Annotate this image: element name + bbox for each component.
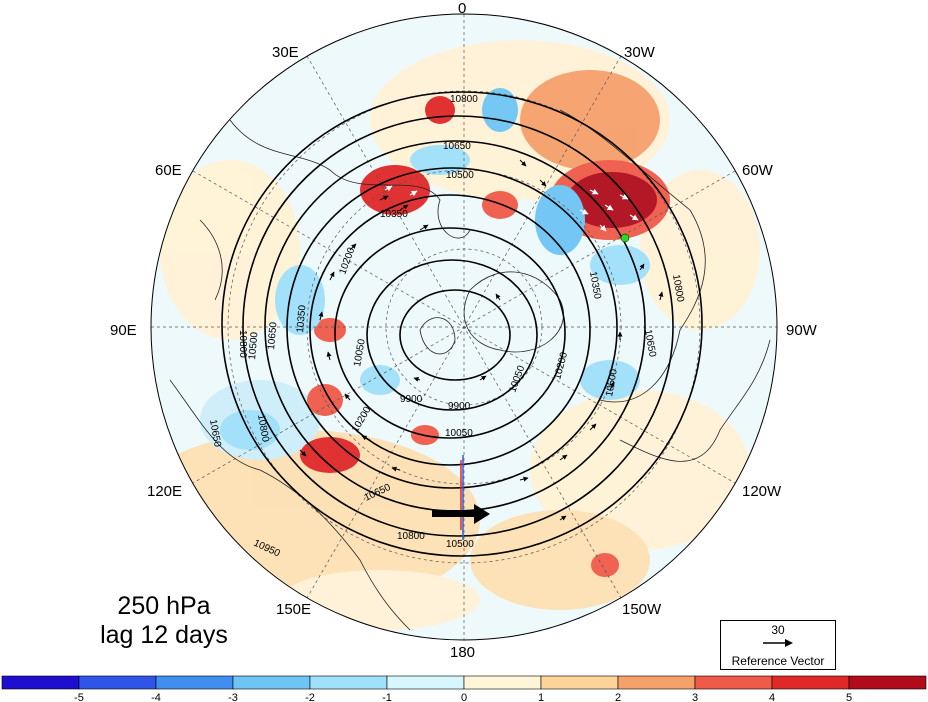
lon-label-150e: 150E <box>276 601 311 618</box>
colorbar-tick-label: 4 <box>769 692 775 702</box>
large-wind-vector <box>432 504 490 524</box>
lon-label-120e: 120E <box>147 483 182 500</box>
colorbar-swatch <box>78 675 157 690</box>
colorbar-swatch <box>617 675 696 690</box>
lon-label-90e: 90E <box>110 322 137 339</box>
contour-label: 10350 <box>587 271 603 301</box>
contour-label-group: 10800 10650 10500 10350 10200 10050 9900… <box>207 94 686 560</box>
contour-label: 10650 <box>443 141 471 152</box>
contour-label: 10500 <box>247 331 260 360</box>
contour-label: 10800 <box>397 531 425 542</box>
contour-label: 9900 <box>448 401 471 412</box>
colorbar-swatch <box>848 675 927 690</box>
colorbar-tick-label: -5 <box>74 692 84 702</box>
colorbar-swatch <box>1 675 80 690</box>
colorbar: -5 -4 -3 -2 -1 0 1 2 3 4 5 <box>1 675 927 702</box>
contour-label: 10800 <box>237 330 248 358</box>
colorbar-swatch <box>540 675 619 690</box>
colorbar-tick-label: 3 <box>692 692 698 702</box>
contour-label: 10800 <box>255 414 271 444</box>
colorbar-tick-label: 5 <box>846 692 852 702</box>
lon-label-60w: 60W <box>742 162 774 179</box>
lon-label-30e: 30E <box>272 44 299 61</box>
colorbar-swatch <box>232 675 311 690</box>
contour-label: 10350 <box>295 304 308 333</box>
lon-label-120w: 120W <box>742 483 782 500</box>
map-boundary <box>150 13 778 641</box>
colorbar-swatch <box>386 675 465 690</box>
contour-label: 10650 <box>642 329 658 359</box>
colorbar-swatch <box>463 675 542 690</box>
contour-label: 10500 <box>446 539 474 550</box>
contour-label: 10500 <box>604 368 620 398</box>
lon-label-30w: 30W <box>624 44 656 61</box>
contour-label: 10050 <box>352 338 368 368</box>
lon-label-0: 0 <box>458 0 466 17</box>
colorbar-swatch <box>771 675 850 690</box>
wind-vectors <box>299 159 664 521</box>
longitude-labels: 0 30W 60W 90W 120W 150W 180 150E 120E 90… <box>110 0 818 661</box>
lon-label-150w: 150W <box>622 601 662 618</box>
reference-vector-value: 30 <box>771 623 785 637</box>
reference-arrow-icon <box>763 639 793 647</box>
pressure-level-label: 250 hPa <box>117 592 211 620</box>
contour-label: 10800 <box>450 94 478 105</box>
plot-caption: 250 hPa lag 12 days <box>74 592 254 650</box>
colorbar-tick-label: -4 <box>151 692 161 702</box>
reference-vector-box: 30 Reference Vector <box>720 620 836 670</box>
colorbar-swatch <box>694 675 773 690</box>
contour-label: 10500 <box>446 170 474 181</box>
wind-vectors-white <box>384 185 639 232</box>
contour-label: 10350 <box>380 209 408 220</box>
contour-label: 10650 <box>207 419 223 449</box>
lon-label-60e: 60E <box>155 162 182 179</box>
lon-label-90w: 90W <box>786 322 818 339</box>
reference-vector-label: Reference Vector <box>731 654 825 668</box>
contour-label: 9900 <box>400 394 423 405</box>
contour-label: 10050 <box>445 428 473 439</box>
height-contours <box>221 91 703 557</box>
colorbar-tick-label: -3 <box>228 692 238 702</box>
lon-label-180: 180 <box>450 644 475 661</box>
colorbar-tick-label: 0 <box>461 692 467 702</box>
colorbar-tick-label: -1 <box>382 692 392 702</box>
colorbar-tick-label: 1 <box>538 692 544 702</box>
colorbar-swatch <box>155 675 234 690</box>
location-marker <box>620 233 630 243</box>
colorbar-tick-label: -2 <box>305 692 315 702</box>
contour-label: 10800 <box>670 274 686 304</box>
colorbar-tick-label: 2 <box>615 692 621 702</box>
contour-label: 10650 <box>266 321 279 350</box>
lag-label: lag 12 days <box>100 621 228 649</box>
colorbar-swatch <box>309 675 388 690</box>
